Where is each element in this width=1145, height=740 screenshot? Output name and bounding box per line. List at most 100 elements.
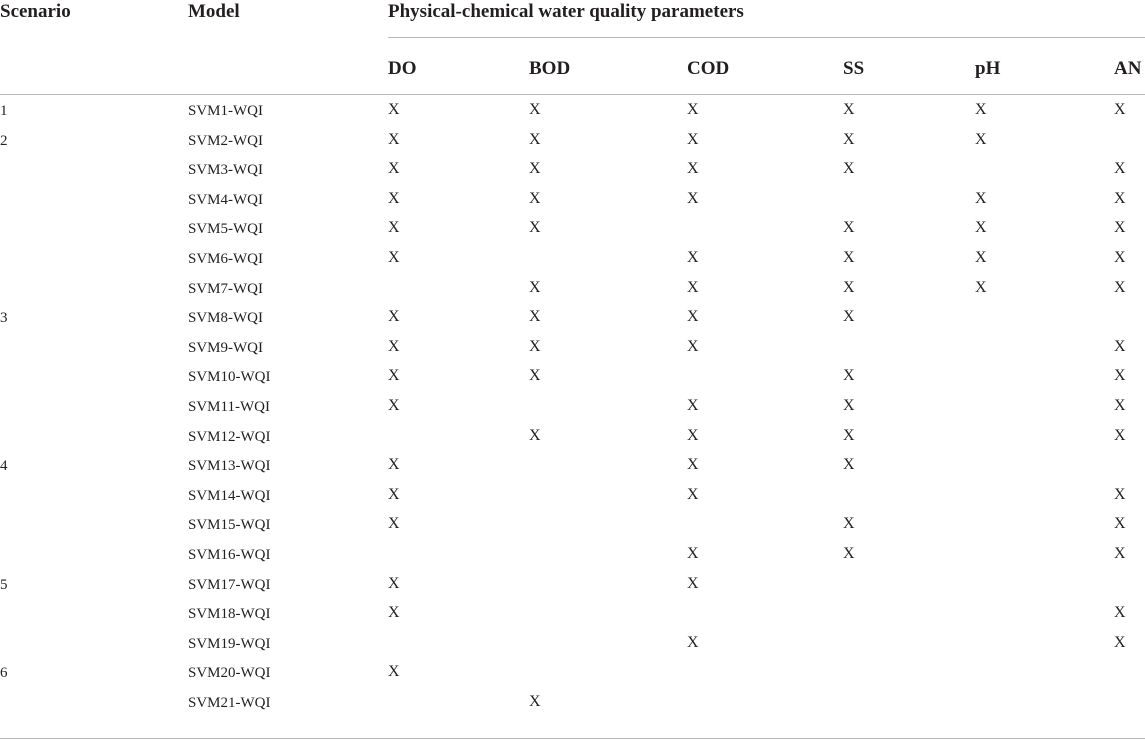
parameter-mark: X: [975, 189, 987, 207]
parameter-mark: X: [1114, 515, 1126, 533]
parameter-mark: X: [1114, 278, 1126, 296]
model-cell: SVM3-WQI: [188, 162, 263, 179]
parameter-mark: X: [1114, 604, 1126, 622]
parameter-mark: X: [975, 219, 987, 237]
parameter-mark: X: [687, 426, 699, 444]
scenario-cell: 3: [0, 310, 8, 327]
model-cell: SVM18-WQI: [188, 606, 271, 623]
table-row: SVM7-WQI X X X X X: [0, 274, 1145, 304]
parameter-mark: X: [843, 396, 855, 414]
table-row: 6 SVM20-WQI X: [0, 658, 1145, 688]
parameter-mark: X: [843, 426, 855, 444]
parameter-mark: X: [1114, 367, 1126, 385]
header-param-cod: COD: [687, 58, 730, 79]
parameter-mark: X: [388, 604, 400, 622]
parameter-mark: X: [975, 278, 987, 296]
model-cell: SVM2-WQI: [188, 132, 263, 149]
parameter-mark: X: [687, 101, 699, 118]
parameter-mark: X: [388, 248, 400, 266]
header-param-do: DO: [388, 58, 417, 79]
parameter-mark: X: [975, 101, 987, 118]
header-param-ss: SS: [843, 58, 865, 79]
parameter-mark: X: [843, 248, 855, 266]
parameter-mark: X: [388, 337, 400, 355]
parameter-mark: X: [1114, 426, 1126, 444]
parameter-mark: X: [843, 219, 855, 237]
parameter-mark: X: [843, 456, 855, 474]
parameter-mark: X: [687, 337, 699, 355]
parameter-mark: X: [843, 278, 855, 296]
header-scenario: Scenario: [0, 1, 71, 22]
parameter-mark: X: [529, 692, 541, 710]
parameter-mark: X: [529, 426, 541, 444]
header-model: Model: [188, 1, 240, 22]
parameter-mark: X: [388, 367, 400, 385]
parameter-mark: X: [529, 160, 541, 178]
table-row: 2 SVM2-WQI X X X X X: [0, 126, 1145, 156]
table-row: SVM9-WQI X X X X: [0, 333, 1145, 363]
parameter-mark: X: [843, 544, 855, 562]
parameter-mark: X: [687, 544, 699, 562]
parameter-mark: X: [1114, 101, 1126, 118]
scenario-cell: 4: [0, 458, 8, 475]
table-row: SVM11-WQI X X X X: [0, 392, 1145, 422]
model-cell: SVM19-WQI: [188, 635, 271, 652]
parameter-mark: X: [843, 160, 855, 178]
parameter-mark: X: [975, 130, 987, 148]
parameter-mark: X: [1114, 160, 1126, 178]
parameter-mark: X: [975, 248, 987, 266]
parameter-mark: X: [388, 396, 400, 414]
parameter-mark: X: [843, 367, 855, 385]
parameter-mark: X: [388, 308, 400, 326]
table-row: SVM6-WQI X X X X X: [0, 244, 1145, 274]
model-cell: SVM15-WQI: [188, 517, 271, 534]
table-row: SVM18-WQI X X: [0, 599, 1145, 629]
table-row: 4 SVM13-WQI X X X: [0, 451, 1145, 481]
parameter-mark: X: [687, 633, 699, 651]
parameter-mark: X: [529, 308, 541, 326]
model-cell: SVM8-WQI: [188, 310, 263, 327]
table-row: 3 SVM8-WQI X X X X: [0, 303, 1145, 333]
parameter-mark: X: [529, 189, 541, 207]
parameter-mark: X: [687, 130, 699, 148]
parameter-mark: X: [1114, 189, 1126, 207]
parameter-mark: X: [1114, 219, 1126, 237]
parameter-mark: X: [1114, 544, 1126, 562]
parameter-mark: X: [388, 515, 400, 533]
table-row: 1 SVM1-WQI X X X X X X: [0, 96, 1145, 126]
parameter-mark: X: [687, 248, 699, 266]
header-param-bod: BOD: [529, 58, 571, 79]
table-row: SVM5-WQI X X X X X: [0, 214, 1145, 244]
parameter-mark: X: [843, 515, 855, 533]
parameter-mark: X: [1114, 396, 1126, 414]
group-underline: [388, 37, 1145, 38]
table-row: SVM12-WQI X X X X: [0, 422, 1145, 452]
model-cell: SVM1-WQI: [188, 103, 263, 119]
parameter-mark: X: [1114, 485, 1126, 503]
table-bottom-rule: [0, 738, 1145, 739]
parameter-mark: X: [388, 574, 400, 592]
model-cell: SVM14-WQI: [188, 487, 271, 504]
model-cell: SVM5-WQI: [188, 221, 263, 238]
model-cell: SVM20-WQI: [188, 665, 271, 682]
table-body: 1 SVM1-WQI X X X X X X 2 SVM2-WQI X X X X X SVM3-WQI X X X…: [0, 96, 1145, 717]
parameter-mark: X: [388, 219, 400, 237]
table-row: SVM21-WQI X: [0, 688, 1145, 718]
parameter-mark: X: [687, 396, 699, 414]
parameter-mark: X: [687, 574, 699, 592]
model-cell: SVM16-WQI: [188, 546, 271, 563]
table-row: SVM19-WQI X X: [0, 629, 1145, 659]
scenario-cell: 1: [0, 103, 8, 119]
parameter-mark: X: [529, 130, 541, 148]
table-row: SVM4-WQI X X X X X: [0, 185, 1145, 215]
header-param-ph: pH: [975, 58, 1001, 79]
scenario-cell: 6: [0, 665, 8, 682]
scenario-cell: 5: [0, 576, 8, 593]
model-cell: SVM4-WQI: [188, 191, 263, 208]
model-cell: SVM6-WQI: [188, 250, 263, 267]
model-cell: SVM17-WQI: [188, 576, 271, 593]
model-cell: SVM13-WQI: [188, 458, 271, 475]
table-row: SVM10-WQI X X X X: [0, 362, 1145, 392]
parameter-mark: X: [1114, 248, 1126, 266]
